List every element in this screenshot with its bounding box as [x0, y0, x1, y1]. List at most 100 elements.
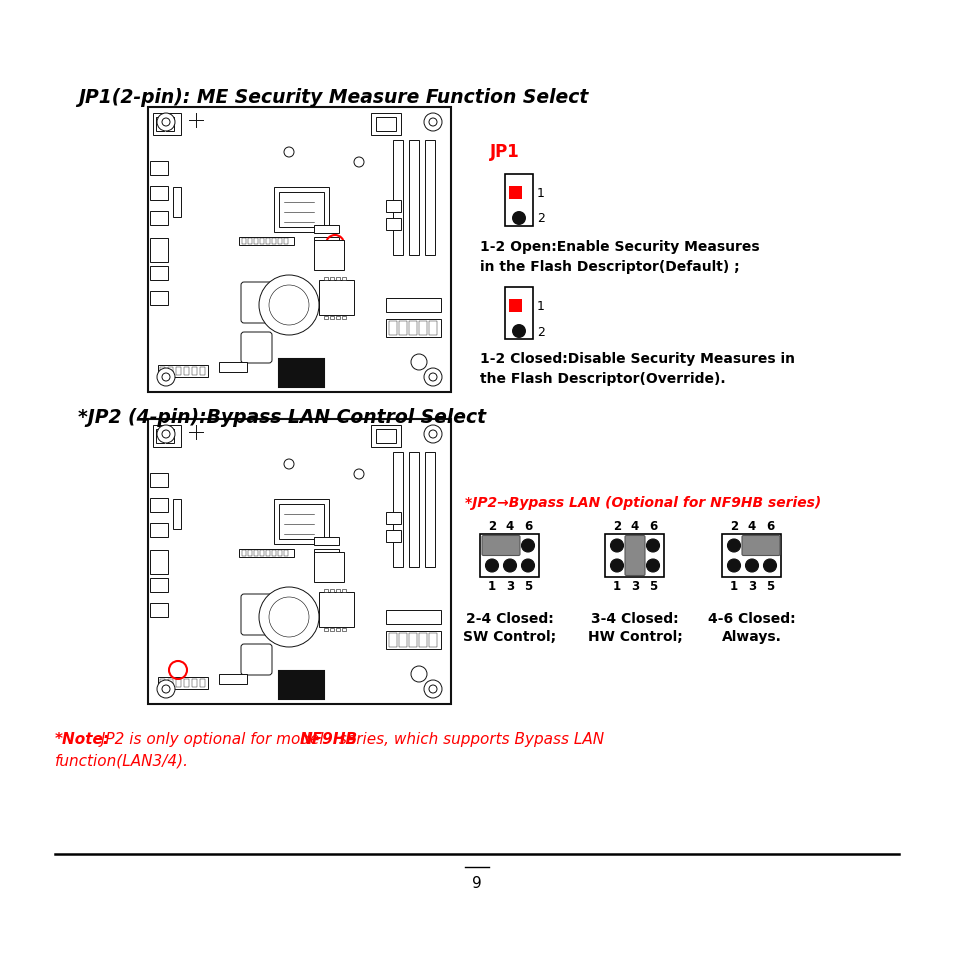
Bar	[152, 426, 181, 448]
Bar	[386, 219, 400, 231]
Bar	[314, 226, 338, 233]
Text: 9: 9	[472, 875, 481, 890]
Bar	[424, 141, 435, 255]
Bar	[389, 322, 396, 335]
Bar	[200, 368, 205, 375]
Bar	[253, 239, 257, 245]
Bar	[150, 523, 168, 537]
Text: 5: 5	[523, 579, 532, 593]
Bar	[409, 141, 418, 255]
Circle shape	[521, 559, 534, 573]
Bar	[409, 453, 418, 567]
Circle shape	[646, 559, 659, 573]
Bar	[150, 578, 168, 593]
Bar	[166, 118, 173, 132]
Circle shape	[157, 369, 174, 387]
Circle shape	[610, 539, 623, 553]
Bar	[318, 281, 354, 315]
Bar	[274, 188, 329, 233]
Text: 2: 2	[537, 325, 544, 338]
Text: 2: 2	[729, 519, 738, 533]
Bar	[172, 188, 181, 218]
Bar	[314, 550, 338, 558]
Bar	[335, 316, 339, 319]
Circle shape	[258, 587, 318, 647]
Bar	[150, 212, 168, 226]
Text: 3-4 Closed:: 3-4 Closed:	[591, 612, 679, 625]
Bar	[172, 499, 181, 530]
Text: 6: 6	[523, 519, 532, 533]
Circle shape	[269, 286, 309, 326]
Bar	[386, 610, 440, 624]
FancyBboxPatch shape	[241, 595, 272, 636]
FancyBboxPatch shape	[241, 283, 272, 324]
Bar	[278, 671, 324, 700]
Text: JP1(2-pin): ME Security Measure Function Select: JP1(2-pin): ME Security Measure Function…	[78, 88, 588, 107]
Bar	[398, 322, 407, 335]
Bar	[386, 513, 400, 524]
Bar	[284, 239, 288, 245]
Bar	[409, 634, 416, 647]
Bar	[504, 174, 533, 227]
Bar	[386, 531, 400, 542]
Bar	[248, 239, 252, 245]
Bar	[330, 628, 334, 631]
Circle shape	[423, 426, 441, 443]
Circle shape	[284, 459, 294, 470]
Text: 1: 1	[729, 579, 738, 593]
Bar	[278, 504, 324, 539]
Bar	[150, 267, 168, 281]
Circle shape	[503, 539, 516, 553]
Circle shape	[411, 666, 427, 682]
Bar	[409, 322, 416, 335]
Circle shape	[429, 685, 436, 693]
Bar	[480, 535, 539, 578]
Circle shape	[162, 431, 170, 438]
Circle shape	[512, 325, 525, 338]
Circle shape	[423, 680, 441, 699]
Bar	[314, 553, 344, 582]
Bar	[278, 359, 324, 388]
Text: 3: 3	[505, 579, 514, 593]
Circle shape	[429, 374, 436, 381]
Text: 1-2 Closed:Disable Security Measures in: 1-2 Closed:Disable Security Measures in	[479, 352, 794, 366]
Text: *JP2 (4-pin):Bypass LAN Control Select: *JP2 (4-pin):Bypass LAN Control Select	[78, 408, 486, 427]
FancyBboxPatch shape	[624, 536, 644, 576]
Bar	[272, 551, 275, 557]
Bar	[184, 679, 189, 687]
Circle shape	[646, 539, 659, 553]
Bar	[152, 113, 181, 136]
Bar	[272, 239, 275, 245]
Bar	[219, 675, 247, 684]
Circle shape	[269, 598, 309, 638]
Bar	[335, 277, 339, 281]
Bar	[248, 551, 252, 557]
Bar	[150, 292, 168, 306]
Bar	[509, 299, 521, 313]
Bar	[504, 288, 533, 339]
Text: JP2 is only optional for model: JP2 is only optional for model	[96, 731, 328, 746]
Circle shape	[258, 275, 318, 335]
Bar	[318, 593, 354, 627]
Circle shape	[423, 113, 441, 132]
Text: 2: 2	[537, 213, 544, 225]
Text: 4: 4	[505, 519, 514, 533]
Text: 6: 6	[648, 519, 657, 533]
Bar	[166, 430, 173, 443]
FancyBboxPatch shape	[481, 536, 519, 556]
Bar	[192, 679, 196, 687]
Bar	[253, 551, 257, 557]
Text: 1: 1	[612, 579, 620, 593]
Bar	[398, 634, 407, 647]
Circle shape	[762, 559, 776, 573]
Circle shape	[727, 539, 740, 553]
Circle shape	[162, 374, 170, 381]
Text: Always.: Always.	[721, 629, 781, 643]
Circle shape	[157, 680, 174, 699]
Bar	[175, 679, 181, 687]
Bar	[393, 453, 402, 567]
Bar	[375, 430, 395, 443]
Bar	[158, 366, 208, 377]
Bar	[274, 499, 329, 544]
Bar	[200, 679, 205, 687]
